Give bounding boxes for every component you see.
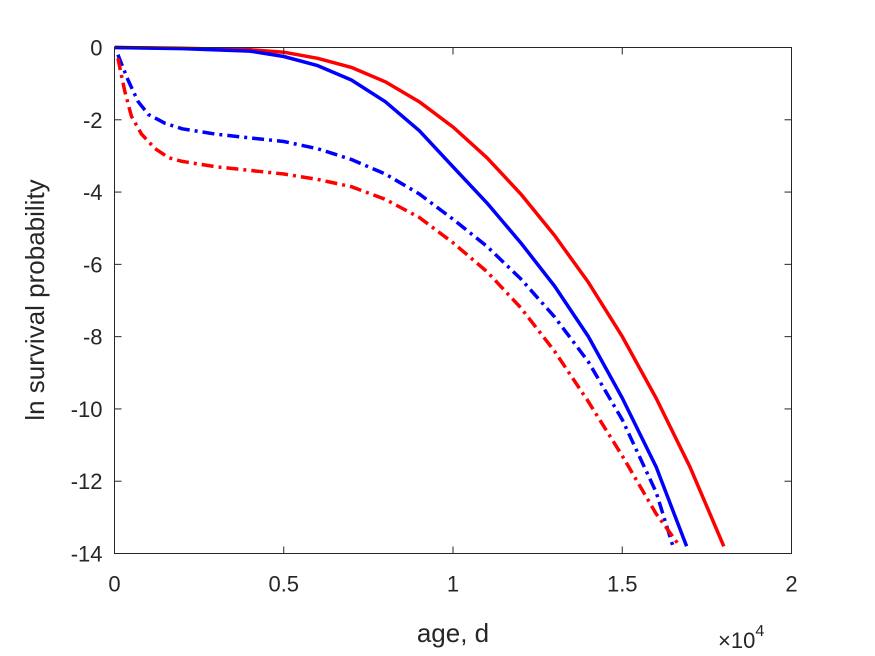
y-tick-label: -6 xyxy=(83,252,103,277)
x-multiplier-exponent: 4 xyxy=(755,623,764,640)
ticks-layer: 0 0.5 1 1.5 2 0 -2 -4 -6 -8 -10 -12 -14 xyxy=(71,36,798,597)
x-multiplier-base: ×10 xyxy=(718,628,755,653)
y-axis-label: ln survival probability xyxy=(20,179,50,420)
series-line-4-dashdot xyxy=(116,57,682,548)
y-tick-label: -8 xyxy=(83,325,103,350)
y-tick-label: -14 xyxy=(71,542,103,567)
y-tick-label: 0 xyxy=(90,36,102,61)
y-tick-label: -12 xyxy=(71,469,103,494)
series-layer xyxy=(114,45,726,548)
y-tick-label: -4 xyxy=(83,180,103,205)
series-line-1-solid xyxy=(114,45,726,547)
x-tick-label: 2 xyxy=(785,572,797,597)
x-tick-label: 0.5 xyxy=(268,572,299,597)
x-tick-label: 0 xyxy=(108,572,120,597)
x-tick-label: 1 xyxy=(447,572,459,597)
series-line-3-dashdot xyxy=(116,54,675,547)
series-line-2-solid xyxy=(114,45,689,547)
x-multiplier-label: ×104 xyxy=(718,623,764,653)
x-axis-label: age, d xyxy=(417,618,489,648)
x-tick-label: 1.5 xyxy=(607,572,638,597)
y-tick-label: -2 xyxy=(83,108,103,133)
y-tick-label: -10 xyxy=(71,397,103,422)
